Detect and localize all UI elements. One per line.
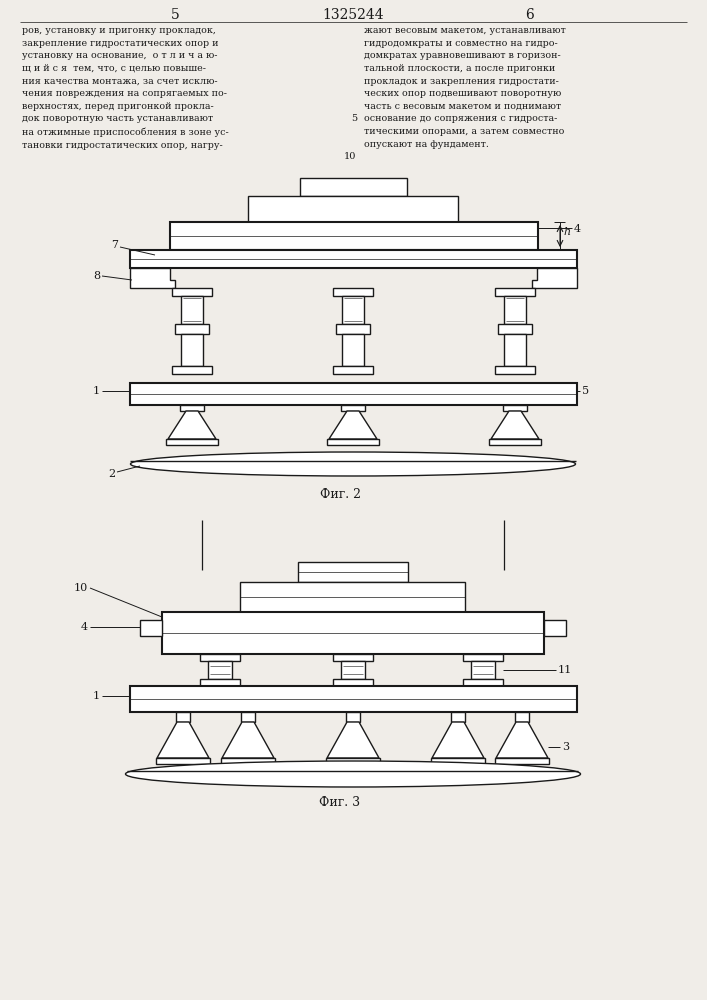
Bar <box>504 296 526 324</box>
Bar <box>221 758 275 764</box>
Text: 1: 1 <box>93 691 100 701</box>
Bar <box>208 661 232 679</box>
Text: жают весовым макетом, устанавливают
гидродомкраты и совместно на гидро-
домкрата: жают весовым макетом, устанавливают гидр… <box>364 26 566 149</box>
Bar <box>181 334 203 366</box>
Bar <box>326 758 380 764</box>
Bar <box>342 334 364 366</box>
Bar <box>200 654 240 661</box>
Bar <box>515 712 529 722</box>
Text: 10: 10 <box>74 583 88 593</box>
Polygon shape <box>532 268 577 288</box>
Bar <box>300 178 407 196</box>
Bar <box>503 405 527 411</box>
Text: 6: 6 <box>525 8 534 22</box>
Bar <box>495 288 535 296</box>
Bar <box>240 582 465 612</box>
Text: Фиг. 3: Фиг. 3 <box>320 796 361 809</box>
Polygon shape <box>168 411 216 439</box>
Bar <box>162 612 544 654</box>
Bar <box>463 654 503 661</box>
Bar <box>431 758 485 764</box>
Polygon shape <box>130 268 175 288</box>
Bar <box>156 758 210 764</box>
Bar <box>544 620 566 636</box>
Bar <box>140 620 162 636</box>
Bar <box>498 324 532 334</box>
Bar <box>333 288 373 296</box>
Bar <box>130 686 577 712</box>
Bar <box>130 250 577 268</box>
Bar <box>130 383 577 405</box>
Text: ров, установку и пригонку прокладок,
закрепление гидростатических опор и
установ: ров, установку и пригонку прокладок, зак… <box>22 26 229 150</box>
Bar <box>166 439 218 445</box>
Bar <box>241 712 255 722</box>
Bar <box>333 366 373 374</box>
Bar <box>342 296 364 324</box>
Bar <box>471 661 495 679</box>
Bar <box>181 296 203 324</box>
Polygon shape <box>222 722 274 758</box>
Bar <box>180 405 204 411</box>
Ellipse shape <box>126 761 580 787</box>
Polygon shape <box>157 722 209 758</box>
Bar <box>175 324 209 334</box>
Bar <box>341 661 365 679</box>
Ellipse shape <box>131 452 575 476</box>
Bar <box>176 712 190 722</box>
Text: 4: 4 <box>574 224 581 234</box>
Text: 8: 8 <box>93 271 100 281</box>
Polygon shape <box>432 722 484 758</box>
Bar <box>504 334 526 366</box>
Bar <box>333 654 373 661</box>
Text: 7: 7 <box>111 240 118 250</box>
Text: 10: 10 <box>344 152 356 161</box>
Bar <box>495 366 535 374</box>
Bar <box>495 758 549 764</box>
Text: h: h <box>563 227 570 237</box>
Bar <box>170 222 538 250</box>
Polygon shape <box>329 411 377 439</box>
Polygon shape <box>327 722 379 758</box>
Text: 5: 5 <box>582 386 589 396</box>
Text: 1325244: 1325244 <box>322 8 384 22</box>
Bar <box>346 712 360 722</box>
Bar <box>336 324 370 334</box>
Text: 4: 4 <box>81 622 88 632</box>
Text: 2: 2 <box>108 469 115 479</box>
Bar <box>172 366 212 374</box>
Bar <box>327 439 379 445</box>
Bar <box>200 679 240 686</box>
Text: Фиг. 2: Фиг. 2 <box>320 488 361 501</box>
Text: 1: 1 <box>93 386 100 396</box>
Bar <box>489 439 541 445</box>
Text: 11: 11 <box>558 665 572 675</box>
Bar <box>451 712 465 722</box>
Bar <box>333 679 373 686</box>
Polygon shape <box>491 411 539 439</box>
Bar <box>341 405 365 411</box>
Bar <box>298 562 408 582</box>
Bar <box>463 679 503 686</box>
Text: 5: 5 <box>170 8 180 22</box>
Polygon shape <box>496 722 548 758</box>
Bar <box>248 196 458 222</box>
Text: 5: 5 <box>351 114 357 123</box>
Text: 3: 3 <box>562 742 569 752</box>
Bar <box>172 288 212 296</box>
